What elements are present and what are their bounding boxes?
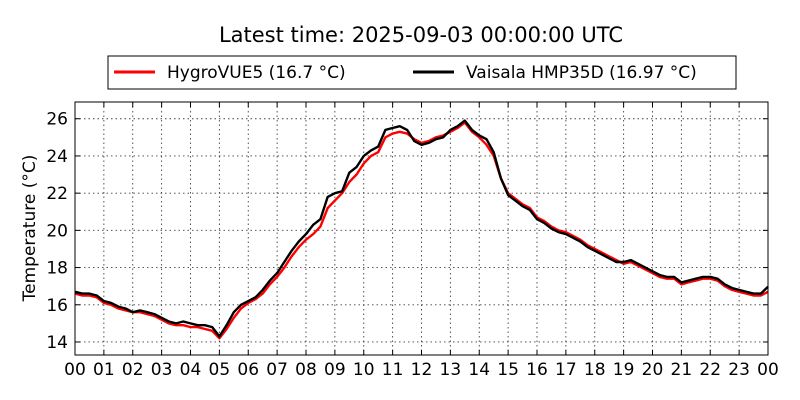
y-tick-label: 18 — [46, 259, 68, 279]
y-axis-label: Temperature (°C) — [20, 155, 40, 303]
x-tick-label: 22 — [699, 360, 721, 380]
x-tick-label: 11 — [382, 360, 404, 380]
series-line-hygrovue5 — [74, 121, 769, 340]
series-lines — [74, 119, 769, 340]
x-tick-label: 05 — [209, 360, 231, 380]
x-tick-label: 19 — [613, 360, 635, 380]
x-tick-label: 10 — [353, 360, 375, 380]
y-tick-label: 14 — [46, 333, 68, 353]
x-tick-label: 02 — [122, 360, 144, 380]
y-tick-label: 24 — [46, 147, 68, 167]
x-tick-label: 08 — [295, 360, 317, 380]
grid — [75, 102, 768, 355]
y-tick-labels: 14 16 18 20 22 24 26 — [46, 110, 68, 353]
chart-title: Latest time: 2025-09-03 00:00:00 UTC — [219, 23, 623, 47]
x-tick-label: 13 — [440, 360, 462, 380]
x-tick-label: 20 — [642, 360, 664, 380]
x-tick-label: 03 — [151, 360, 173, 380]
legend-label-vaisala: Vaisala HMP35D (16.97 °C) — [466, 63, 697, 83]
x-tick-label: 21 — [671, 360, 693, 380]
x-tick-label: 17 — [555, 360, 577, 380]
y-tick-label: 22 — [46, 184, 68, 204]
x-tick-label: 16 — [526, 360, 548, 380]
x-tick-label: 07 — [266, 360, 288, 380]
axis-ticks — [74, 102, 769, 355]
x-tick-label: 14 — [468, 360, 490, 380]
series-line-vaisala — [74, 119, 769, 338]
x-tick-label: 06 — [237, 360, 259, 380]
x-tick-label: 04 — [180, 360, 202, 380]
x-tick-label: 09 — [324, 360, 346, 380]
y-tick-label: 20 — [46, 221, 68, 241]
x-tick-labels: 00 01 02 03 04 05 06 07 08 09 10 11 12 13 14 15 16 17 18 19… — [64, 360, 779, 380]
x-tick-label: 15 — [497, 360, 519, 380]
legend: HygroVUE5 (16.7 °C) Vaisala HMP35D (16.9… — [107, 55, 737, 90]
x-tick-label: 00 — [64, 360, 86, 380]
y-tick-label: 26 — [46, 110, 68, 130]
x-tick-label: 12 — [411, 360, 433, 380]
legend-label-hygrovue5: HygroVUE5 (16.7 °C) — [167, 63, 346, 83]
x-tick-label: 00 — [757, 360, 779, 380]
x-tick-label: 01 — [93, 360, 115, 380]
x-tick-label: 18 — [584, 360, 606, 380]
x-tick-label: 23 — [728, 360, 750, 380]
y-tick-label: 16 — [46, 296, 68, 316]
